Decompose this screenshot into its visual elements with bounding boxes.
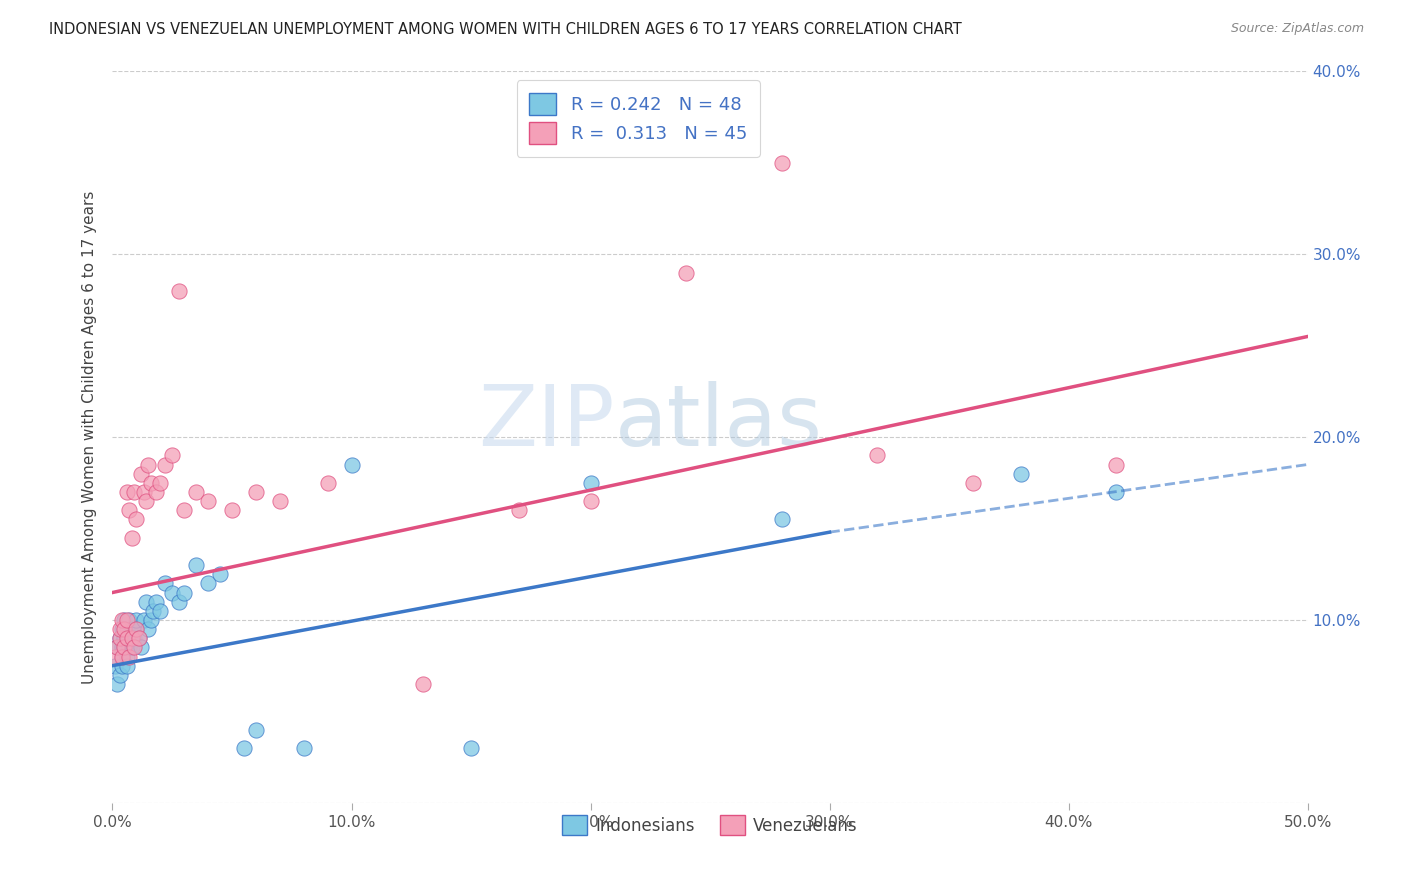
Point (316, 475, 339, 490)
Point (579, 494, 602, 508)
Point (209, 567, 232, 582)
Point (115, 649, 138, 664)
Point (111, 640, 134, 655)
Point (105, 640, 128, 655)
Point (115, 485, 138, 500)
Point (197, 576, 219, 591)
Point (118, 632, 141, 646)
Point (412, 677, 434, 691)
Point (129, 467, 152, 481)
Point (138, 622, 160, 636)
Point (111, 622, 134, 636)
Point (118, 503, 141, 517)
Point (579, 475, 602, 490)
Point (108, 622, 131, 636)
Point (105, 677, 128, 691)
Point (245, 723, 267, 737)
Point (121, 632, 143, 646)
Point (132, 485, 155, 500)
Point (108, 632, 131, 646)
Point (132, 613, 155, 627)
Point (245, 485, 267, 500)
Point (149, 475, 172, 490)
Point (149, 604, 172, 618)
Point (125, 613, 148, 627)
Point (675, 266, 697, 280)
Point (340, 458, 363, 472)
Point (115, 658, 138, 673)
Point (866, 448, 889, 462)
Point (111, 613, 134, 627)
Point (139, 475, 162, 490)
Text: Source: ZipAtlas.com: Source: ZipAtlas.com (1230, 22, 1364, 36)
Point (145, 594, 167, 608)
Point (121, 640, 143, 655)
Text: atlas: atlas (614, 381, 823, 464)
Point (105, 640, 128, 655)
Point (111, 649, 134, 664)
Point (233, 740, 256, 755)
Point (169, 284, 191, 298)
Point (104, 658, 127, 673)
Point (111, 649, 134, 664)
Point (145, 485, 167, 500)
Point (1105, 458, 1128, 472)
Point (139, 613, 162, 627)
Point (114, 640, 135, 655)
Point (128, 632, 150, 646)
Point (125, 622, 148, 636)
Point (114, 640, 135, 655)
Point (269, 494, 291, 508)
Point (122, 632, 145, 646)
Point (108, 667, 131, 681)
Point (114, 613, 135, 627)
Point (962, 475, 984, 490)
Y-axis label: Unemployment Among Women with Children Ages 6 to 17 years: Unemployment Among Women with Children A… (82, 190, 97, 684)
Point (142, 604, 165, 618)
Point (162, 448, 183, 462)
Point (221, 503, 243, 517)
Point (1105, 485, 1128, 500)
Point (111, 658, 134, 673)
Point (128, 632, 150, 646)
Text: INDONESIAN VS VENEZUELAN UNEMPLOYMENT AMONG WOMEN WITH CHILDREN AGES 6 TO 17 YEA: INDONESIAN VS VENEZUELAN UNEMPLOYMENT AM… (49, 22, 962, 37)
Point (153, 576, 176, 591)
Text: ZIP: ZIP (478, 381, 614, 464)
Point (135, 494, 157, 508)
Point (125, 512, 148, 526)
Point (138, 458, 160, 472)
Point (135, 594, 157, 608)
Point (118, 649, 141, 664)
Point (104, 649, 127, 664)
Point (173, 503, 195, 517)
Point (508, 503, 530, 517)
Point (173, 585, 195, 599)
Point (770, 156, 793, 170)
Point (122, 640, 145, 655)
Point (186, 558, 208, 573)
Point (460, 740, 482, 755)
Point (114, 632, 135, 646)
Point (125, 622, 148, 636)
Point (292, 740, 315, 755)
Point (108, 632, 131, 646)
Point (162, 585, 183, 599)
Point (115, 632, 138, 646)
Point (114, 622, 135, 636)
Point (129, 640, 152, 655)
Point (169, 594, 191, 608)
Point (153, 458, 176, 472)
Legend: Indonesians, Venezuelans: Indonesians, Venezuelans (555, 808, 865, 842)
Point (197, 494, 219, 508)
Point (118, 640, 141, 655)
Point (1010, 467, 1032, 481)
Point (186, 485, 208, 500)
Point (118, 613, 141, 627)
Point (121, 531, 143, 545)
Point (121, 622, 143, 636)
Point (122, 485, 145, 500)
Point (770, 512, 793, 526)
Point (115, 613, 138, 627)
Point (115, 622, 138, 636)
